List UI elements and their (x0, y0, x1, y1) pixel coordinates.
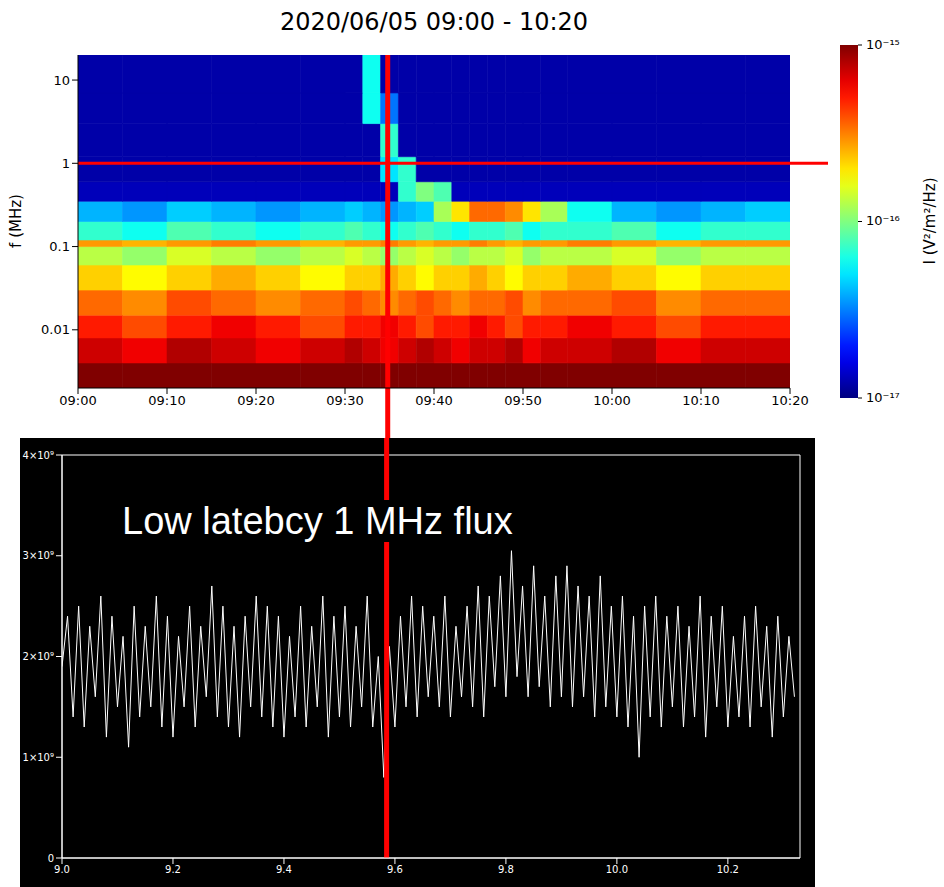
svg-text:10:20: 10:20 (771, 393, 808, 408)
svg-text:09:30: 09:30 (326, 393, 363, 408)
svg-text:3×10⁹: 3×10⁹ (23, 550, 54, 561)
html-text:2020/06/05 09:00 - 10:20: 2020/06/05 09:00 - 10:20 (279, 8, 589, 36)
svg-text:9.4: 9.4 (276, 864, 292, 875)
svg-text:10⁻¹⁵: 10⁻¹⁵ (866, 37, 900, 52)
svg-text:9.2: 9.2 (165, 864, 181, 875)
svg-text:10.2: 10.2 (717, 864, 739, 875)
svg-text:09:00: 09:00 (59, 393, 96, 408)
svg-text:10:00: 10:00 (593, 393, 630, 408)
svg-text:1×10⁹: 1×10⁹ (23, 752, 54, 763)
svg-text:9.6: 9.6 (387, 864, 403, 875)
svg-text:10:10: 10:10 (682, 393, 719, 408)
svg-text:0: 0 (48, 853, 54, 864)
svg-text:10⁻¹⁷: 10⁻¹⁷ (866, 390, 900, 405)
svg-text:10.0: 10.0 (606, 864, 628, 875)
svg-text:4×10⁹: 4×10⁹ (23, 450, 54, 461)
svg-text:09:10: 09:10 (148, 393, 185, 408)
svg-text:2×10⁹: 2×10⁹ (23, 651, 54, 662)
svg-text:09:20: 09:20 (237, 393, 274, 408)
svg-text:9.0: 9.0 (54, 864, 70, 875)
svg-text:09:40: 09:40 (415, 393, 452, 408)
svg-text:10⁻¹⁶: 10⁻¹⁶ (866, 213, 900, 228)
svg-text:I (V²/m²/Hz): I (V²/m²/Hz) (921, 177, 939, 264)
html-text:Low latebcy 1 MHz flux: Low latebcy 1 MHz flux (122, 500, 513, 542)
svg-text:f (MHz): f (MHz) (7, 194, 25, 248)
svg-text:09:50: 09:50 (504, 393, 541, 408)
svg-text:0.01: 0.01 (41, 322, 70, 337)
svg-text:9.8: 9.8 (498, 864, 514, 875)
svg-text:1: 1 (62, 156, 70, 171)
svg-text:10: 10 (53, 73, 70, 88)
svg-text:0.1: 0.1 (49, 239, 70, 254)
